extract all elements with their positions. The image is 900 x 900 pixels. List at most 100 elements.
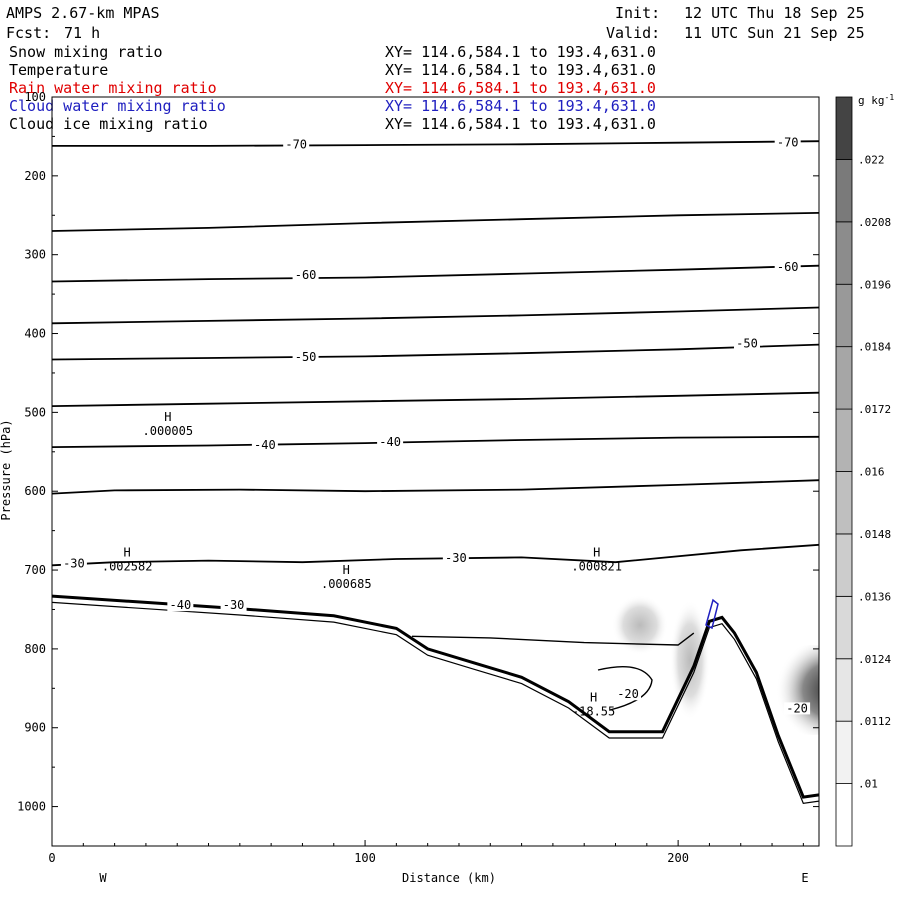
colorbar-units-exp: -1 [885,93,895,102]
y-tick-label: 800 [24,642,46,656]
forecast-label: Fcst: [6,24,51,42]
colorbar-level-label: .0184 [858,341,891,354]
colorbar-swatch [835,408,853,472]
colorbar-level-label: .0136 [858,590,891,603]
legend-field-xy: XY= 114.6,584.1 to 193.4,631.0 [385,97,656,115]
legend-field-xy: XY= 114.6,584.1 to 193.4,631.0 [385,61,656,79]
colorbar-swatch [835,159,853,223]
maximum-value: .002582 [102,559,153,573]
legend-field-xy: XY= 114.6,584.1 to 193.4,631.0 [385,43,656,61]
colorbar-swatch [835,471,853,535]
y-tick-label: 400 [24,327,46,341]
colorbar-swatch [835,658,853,722]
colorbar-units: g kg-1 [858,93,894,107]
maximum-marker: H [124,545,131,559]
x-tick-label: 0 [48,851,55,865]
isotherm-label-bg [292,350,319,363]
isotherm-label-bg [377,435,404,448]
isotherm-7 [52,479,819,495]
y-tick-label: 900 [24,721,46,735]
isotherm-label-bg [292,268,319,281]
isotherm-3 [52,306,819,325]
snow-shading-ridge [670,600,710,720]
x-axis-title: Distance (km) [402,871,496,885]
isotherm-label: -50 [295,350,317,364]
colorbar-swatch [835,783,853,847]
colorbar-level-label: .0172 [858,403,891,416]
model-title: AMPS 2.67-km MPAS [6,4,160,22]
colorbar-swatch [835,595,853,660]
contour-label-bg [220,599,247,612]
colorbar: .01 .0112 .0124 .0136 .0148 .016 .0172 .0184 .01… [835,96,891,847]
contour-label: -20 [786,701,808,715]
y-tick-label: 200 [24,169,46,183]
isotherm-label-bg [774,260,801,273]
isotherm-cold-pocket [411,632,695,646]
x-tick-label: 200 [667,851,689,865]
y-tick-label: 500 [24,405,46,419]
colorbar-level-label: .0124 [858,653,891,666]
legend-field-xy: XY= 114.6,584.1 to 193.4,631.0 [385,79,656,97]
isotherm-label-bg [60,557,87,570]
isotherm-5 [52,391,819,407]
terrain-surface-lower [52,601,819,805]
legend-field-name: Cloud water mixing ratio [9,97,226,115]
isotherm-label: -30 [445,551,467,565]
contour-label-bg [784,702,811,715]
isotherm-label: -30 [63,556,85,570]
contour-label-bg [167,599,194,612]
isotherm-label-bg [251,439,278,452]
y-tick-label: 700 [24,563,46,577]
forecast-hours: 71 h [64,24,100,42]
isotherm-label: -60 [295,268,317,282]
maximum-value: .000821 [571,559,622,573]
isotherm-label: -60 [777,260,799,274]
colorbar-level-label: .016 [858,466,885,479]
isotherm-1 [52,212,819,232]
legend-field-xy: XY= 114.6,584.1 to 193.4,631.0 [385,115,656,133]
cloud-water-contour [705,598,719,630]
field-legend: Snow mixing ratio XY= 114.6,584.1 to 193.… [9,43,656,133]
isotherm-4 [52,343,819,361]
isotherm-0 [52,140,819,147]
snow-shading-west [612,595,668,655]
colorbar-swatch [835,96,853,160]
y-axis-title: Pressure (hPa) [0,419,13,520]
colorbar-swatch [835,720,853,784]
colorbar-swatch [835,221,853,285]
x-tick-label: 100 [354,851,376,865]
isotherm-minus20-loop [597,666,653,711]
maximum-value: .000005 [143,424,194,438]
isotherm-label-bg [442,551,469,564]
colorbar-swatch [835,533,853,597]
contour-label: -40 [170,598,192,612]
colorbar-level-label: .01 [858,778,878,791]
isotherm-label: -70 [285,138,307,152]
colorbar-level-label: .0148 [858,528,891,541]
colorbar-level-label: .0196 [858,278,891,291]
plot-frame [51,96,820,847]
isotherm-label: -50 [736,336,758,350]
maximum-marker: H [343,563,350,577]
isotherm-label: -70 [777,135,799,149]
contour-label-bg [615,688,642,701]
legend-field-name: Temperature [9,61,108,79]
isotherm-6 [52,435,819,448]
isotherm-label-bg [774,136,801,149]
terrain-surface [52,594,819,799]
colorbar-level-label: .022 [858,153,885,166]
plot-content: -70 -70 -60 -60 -50 -50 -40 -40 -30 -30 [52,135,819,805]
contour-label: -30 [223,598,245,612]
isotherm-label-bg [733,337,760,350]
colorbar-units-text: g kg [858,94,885,107]
y-tick-label: 1000 [17,800,46,814]
legend-field-name: Cloud ice mixing ratio [9,115,208,133]
east-label: E [801,871,808,885]
colorbar-swatch [835,283,853,348]
maximum-marker: H [593,545,600,559]
init-label: Init: [615,4,660,22]
maximum-value: .000685 [321,577,372,591]
west-label: W [99,871,107,885]
colorbar-swatch [835,346,853,410]
